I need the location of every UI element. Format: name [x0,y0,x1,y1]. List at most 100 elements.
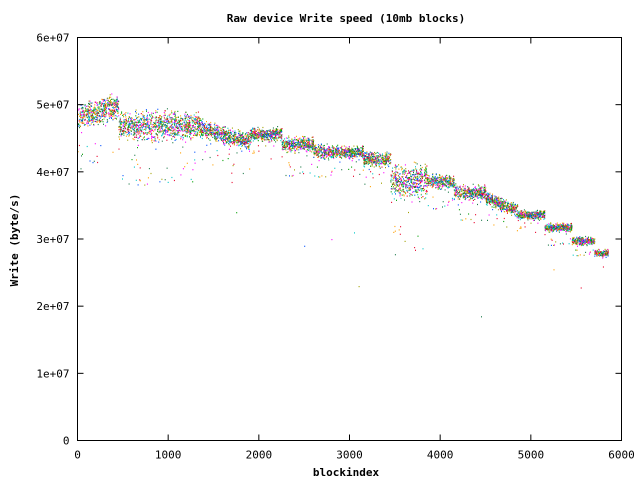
data-point [222,126,224,128]
data-point [414,182,416,184]
data-point [151,112,153,114]
data-point [246,148,247,150]
data-point [182,129,184,131]
data-point [252,130,254,132]
data-point [107,103,109,105]
data-point [84,107,86,109]
data-point [197,129,199,131]
data-point [305,144,307,146]
data-point [385,167,386,169]
data-point [296,147,298,150]
data-point [396,183,398,186]
data-point [251,129,253,131]
data-point [215,138,217,140]
data-point [416,191,418,193]
data-point [408,177,410,179]
data-point [251,136,253,138]
data-point [400,166,402,168]
data-point [241,150,243,152]
data-point [365,153,367,155]
data-point [367,159,369,161]
data-point [229,134,231,136]
data-point [331,149,333,151]
data-point [325,149,327,152]
data-point [87,122,89,124]
data-point [203,130,205,132]
data-point [208,134,210,136]
data-point [169,118,171,120]
data-point [92,114,94,117]
data-point [130,122,132,124]
data-point [292,145,294,147]
data-point [426,183,428,185]
data-point [190,128,192,130]
data-point [313,145,315,147]
data-point [436,179,438,181]
data-point [99,110,101,112]
data-point [440,177,442,179]
data-point [251,133,253,135]
data-point [127,125,129,127]
data-point [445,179,447,181]
data-point [274,131,276,133]
data-point [79,115,81,117]
data-point [98,108,100,110]
data-point [126,134,128,136]
data-point [320,144,322,146]
data-point [352,155,353,157]
data-point [208,133,210,135]
data-point [182,122,183,124]
data-point [124,127,126,129]
data-point [218,126,220,128]
data-point [202,118,204,120]
data-point [145,123,147,125]
data-point [97,106,99,108]
data-point [135,130,137,132]
data-point [187,115,189,117]
data-point [364,157,365,159]
data-point [360,155,362,157]
data-point [123,119,125,121]
data-point [426,193,428,195]
data-point [208,133,209,136]
data-point [375,161,377,163]
data-point [82,113,84,115]
data-point [135,111,136,113]
data-point [212,164,214,166]
data-point [385,155,386,157]
data-point [299,147,301,149]
data-point [150,128,152,130]
data-point [245,133,246,135]
data-point [259,132,261,134]
data-point [424,198,426,200]
data-point [174,123,176,125]
data-point [305,150,307,152]
data-point [223,126,225,128]
data-point [335,154,337,156]
data-point [303,147,305,149]
data-point [230,138,232,140]
data-point [416,172,418,174]
data-point [119,138,120,140]
data-point [236,152,238,154]
data-point [308,145,310,147]
data-point [413,179,415,181]
data-point [193,130,195,133]
data-point [285,146,287,148]
data-point [421,166,423,169]
data-point [281,138,283,140]
data-point [245,135,247,137]
data-point [90,102,92,104]
data-point [206,144,208,146]
data-point [192,169,194,171]
data-point [212,128,214,130]
data-point [160,126,162,128]
data-point [448,187,449,189]
data-point [121,112,123,114]
data-point [224,133,226,136]
data-point [146,132,148,134]
data-point [308,147,310,149]
data-point [275,132,276,134]
data-point [416,170,417,172]
data-point [426,173,428,175]
